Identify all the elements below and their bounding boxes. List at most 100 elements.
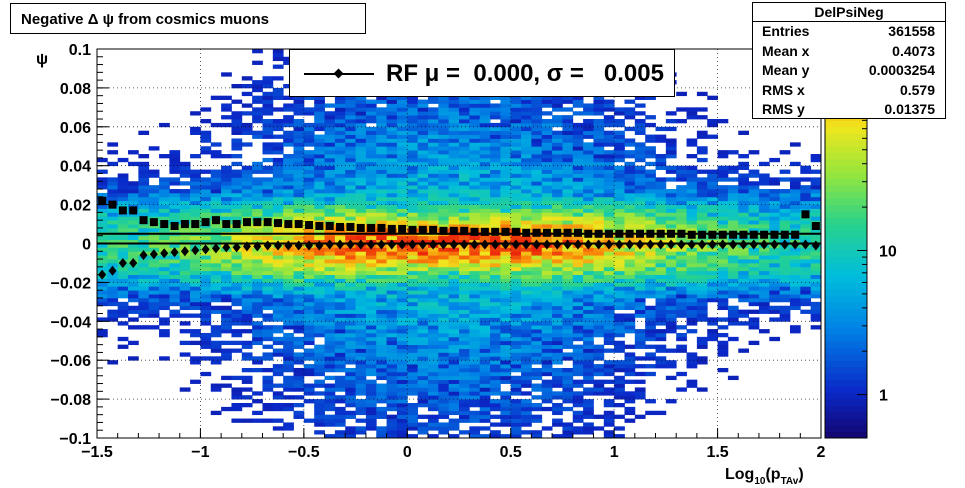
heatmap-cell xyxy=(624,150,635,154)
heatmap-cell xyxy=(345,142,356,146)
heatmap-cell xyxy=(438,294,449,298)
heatmap-cell xyxy=(562,154,573,158)
heatmap-cell xyxy=(283,337,294,341)
heatmap-cell xyxy=(169,302,180,306)
heatmap-cell xyxy=(573,103,584,107)
heatmap-cell xyxy=(407,170,418,174)
heatmap-cell xyxy=(656,310,667,314)
heatmap-cell xyxy=(397,387,408,391)
heatmap-cell xyxy=(169,212,180,216)
heatmap-cell xyxy=(418,119,429,123)
heatmap-cell xyxy=(314,333,325,337)
heatmap-cell xyxy=(262,345,273,349)
heatmap-cell xyxy=(531,329,542,333)
heatmap-cell xyxy=(511,142,522,146)
heatmap-cell xyxy=(583,255,594,259)
heatmap-cell xyxy=(645,123,656,127)
heatmap-cell xyxy=(262,228,273,232)
heatmap-cell xyxy=(169,208,180,212)
heatmap-cell xyxy=(387,360,398,364)
heatmap-cell xyxy=(593,224,604,228)
heatmap-cell xyxy=(449,306,460,310)
heatmap-cell xyxy=(387,329,398,333)
heatmap-cell xyxy=(449,150,460,154)
heatmap-cell xyxy=(200,275,211,279)
heatmap-cell xyxy=(749,205,760,209)
heatmap-cell xyxy=(107,255,118,259)
heatmap-cell xyxy=(356,154,367,158)
heatmap-cell xyxy=(593,329,604,333)
heatmap-cell xyxy=(190,294,201,298)
heatmap-cell xyxy=(169,290,180,294)
heatmap-cell xyxy=(262,142,273,146)
heatmap-cell xyxy=(800,294,811,298)
heatmap-cell xyxy=(749,212,760,216)
heatmap-cell xyxy=(738,263,749,267)
heatmap-cell xyxy=(180,193,191,197)
heatmap-cell xyxy=(407,220,418,224)
heatmap-cell xyxy=(242,170,253,174)
heatmap-cell xyxy=(107,236,118,240)
heatmap-cell xyxy=(718,317,729,321)
heatmap-cell xyxy=(542,142,553,146)
heatmap-cell xyxy=(314,325,325,329)
heatmap-cell xyxy=(811,286,822,290)
heatmap-cell xyxy=(366,279,377,283)
heatmap-cell xyxy=(687,197,698,201)
heatmap-cell xyxy=(635,282,646,286)
heatmap-cell xyxy=(273,259,284,263)
square-marker xyxy=(502,228,510,236)
heatmap-cell xyxy=(366,197,377,201)
heatmap-cell xyxy=(511,317,522,321)
heatmap-cell xyxy=(811,197,822,201)
heatmap-cell xyxy=(583,142,594,146)
heatmap-cell xyxy=(294,317,305,321)
heatmap-cell xyxy=(449,193,460,197)
heatmap-cell xyxy=(738,290,749,294)
heatmap-cell xyxy=(366,236,377,240)
heatmap-cell xyxy=(500,310,511,314)
heatmap-cell xyxy=(294,131,305,135)
heatmap-cell xyxy=(469,403,480,407)
heatmap-cell xyxy=(376,282,387,286)
heatmap-cell xyxy=(552,419,563,423)
heatmap-cell xyxy=(573,220,584,224)
heatmap-cell xyxy=(273,306,284,310)
heatmap-cell xyxy=(604,271,615,275)
heatmap-cell xyxy=(614,119,625,123)
heatmap-cell xyxy=(200,119,211,123)
heatmap-cell xyxy=(542,135,553,139)
heatmap-cell xyxy=(780,306,791,310)
heatmap-cell xyxy=(438,349,449,353)
heatmap-cell xyxy=(562,294,573,298)
heatmap-cell xyxy=(97,181,108,185)
heatmap-cell xyxy=(211,173,222,177)
heatmap-cell xyxy=(604,368,615,372)
heatmap-cell xyxy=(407,290,418,294)
heatmap-cell xyxy=(252,411,263,415)
heatmap-cell xyxy=(614,384,625,388)
heatmap-cell xyxy=(480,138,491,142)
heatmap-cell xyxy=(438,384,449,388)
heatmap-cell xyxy=(221,294,232,298)
heatmap-cell xyxy=(407,154,418,158)
heatmap-cell xyxy=(573,333,584,337)
heatmap-cell xyxy=(728,220,739,224)
heatmap-cell xyxy=(583,415,594,419)
heatmap-cell xyxy=(562,142,573,146)
heatmap-cell xyxy=(345,333,356,337)
heatmap-cell xyxy=(759,259,770,263)
heatmap-cell xyxy=(511,399,522,403)
heatmap-cell xyxy=(790,263,801,267)
heatmap-cell xyxy=(593,201,604,205)
heatmap-cell xyxy=(469,154,480,158)
heatmap-cell xyxy=(190,267,201,271)
heatmap-cell xyxy=(190,170,201,174)
heatmap-cell xyxy=(635,267,646,271)
heatmap-cell xyxy=(769,275,780,279)
heatmap-cell xyxy=(697,131,708,135)
heatmap-cell xyxy=(345,337,356,341)
heatmap-cell xyxy=(325,286,336,290)
heatmap-cell xyxy=(325,259,336,263)
heatmap-cell xyxy=(573,275,584,279)
